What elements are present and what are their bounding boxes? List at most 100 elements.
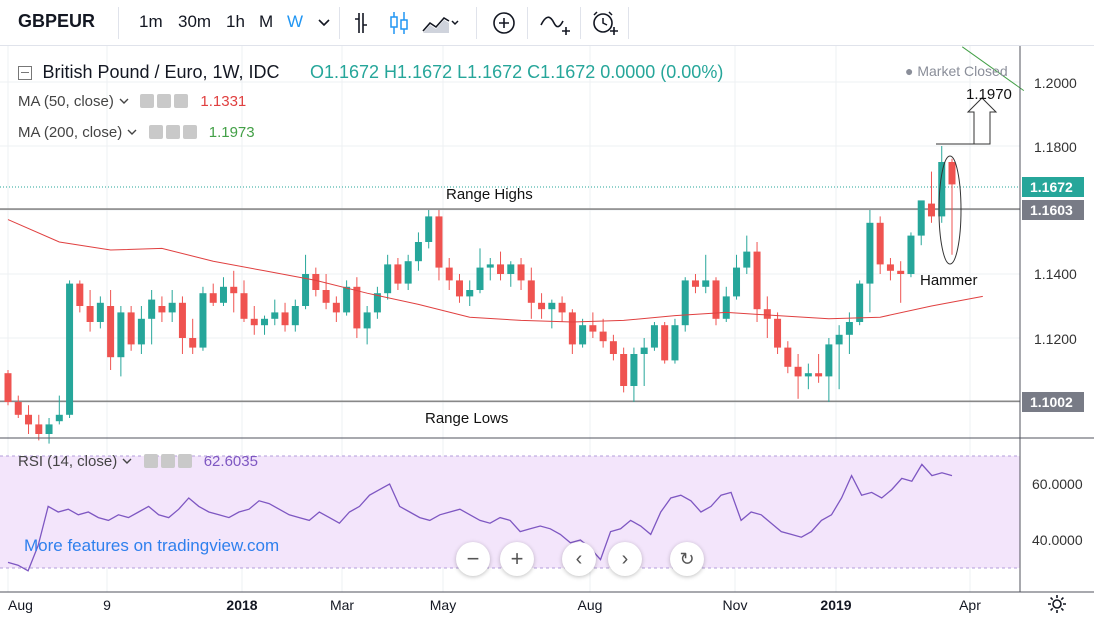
toolbar-separator	[476, 7, 477, 39]
rsi-legend: RSI (14, close) 62.6035	[18, 453, 258, 470]
candle-body	[661, 325, 669, 361]
chart-title: British Pound / Euro, 1W, IDC	[42, 62, 280, 82]
candle-body	[897, 270, 905, 274]
candle-body	[435, 216, 443, 268]
indicators-icon[interactable]	[538, 9, 574, 37]
gear-icon[interactable]	[165, 125, 180, 139]
settings-gear-icon[interactable]	[1046, 593, 1068, 615]
candle-body	[527, 280, 535, 303]
candle-body	[117, 312, 125, 358]
hammer-ellipse	[938, 155, 962, 265]
chevron-down-icon[interactable]	[118, 96, 130, 106]
range-lows-label: Range Lows	[425, 410, 509, 427]
gear-icon[interactable]	[160, 454, 175, 468]
candle-body	[794, 366, 802, 377]
time-tick: Mar	[330, 597, 354, 613]
candle-body	[363, 312, 371, 329]
ma200-label[interactable]: MA (200, close)	[18, 124, 123, 141]
chevron-down-icon[interactable]	[126, 127, 138, 137]
area-chart-style-icon[interactable]	[420, 9, 460, 37]
candle-body	[466, 290, 474, 297]
candle-body	[76, 283, 84, 306]
reset-chart-button[interactable]: ↻	[670, 542, 704, 576]
price-tick: 1.1800	[1034, 139, 1077, 155]
chevron-down-icon[interactable]	[314, 9, 334, 37]
candle-body	[886, 264, 894, 271]
scroll-right-button[interactable]: ›	[608, 542, 642, 576]
time-tick: Nov	[723, 597, 748, 613]
candle-body	[261, 318, 269, 326]
ma50-line	[7, 219, 983, 323]
interval-m[interactable]: M	[259, 12, 274, 31]
candle-body	[538, 302, 546, 310]
candle-body	[609, 341, 617, 354]
collapse-legend-icon[interactable]	[18, 66, 32, 80]
candle-body	[199, 293, 207, 348]
candles-style-icon[interactable]	[385, 9, 415, 37]
candle-body	[425, 216, 433, 242]
toolbar-separator	[580, 7, 581, 39]
moving-averages	[7, 46, 1025, 323]
candle-body	[250, 318, 258, 326]
interval-w[interactable]: W	[287, 12, 304, 31]
symbol-search[interactable]: GBPEUR	[18, 11, 96, 31]
eye-icon[interactable]	[148, 125, 163, 139]
minus-icon: −	[466, 546, 480, 571]
ma50-label[interactable]: MA (50, close)	[18, 93, 114, 110]
candle-body	[589, 325, 597, 332]
more-features-link[interactable]: More features on tradingview.com	[24, 536, 280, 555]
candle-body	[774, 318, 782, 348]
rsi-tick: 60.0000	[1032, 476, 1083, 492]
candle-body	[66, 283, 74, 415]
candle-body	[804, 373, 812, 377]
close-icon[interactable]	[174, 94, 189, 108]
add-compare-icon[interactable]	[490, 9, 520, 37]
candle-body	[743, 251, 751, 268]
eye-icon[interactable]	[143, 454, 158, 468]
candle-body	[158, 306, 166, 313]
candle-body	[312, 274, 320, 290]
range-lines	[0, 186, 1020, 403]
candle-body	[548, 302, 556, 310]
toolbar-separator	[118, 7, 119, 39]
candle-body	[455, 280, 463, 297]
candle-body	[332, 302, 340, 313]
candle-body	[856, 283, 864, 322]
candle-body	[25, 414, 33, 425]
interval-1m[interactable]: 1m	[139, 12, 163, 31]
candle-body	[497, 264, 505, 274]
interval-1h[interactable]: 1h	[226, 12, 245, 31]
candle-body	[168, 302, 176, 313]
time-tick: Apr	[959, 597, 981, 613]
eye-icon[interactable]	[140, 94, 155, 108]
candle-body	[681, 280, 689, 326]
chevron-right-icon: ›	[621, 548, 629, 570]
candle-body	[917, 200, 925, 236]
candle-body	[866, 222, 874, 284]
candle-body	[579, 325, 587, 345]
ohlc-values: O1.1672 H1.1672 L1.1672 C1.1672 0.0000 (…	[310, 62, 724, 82]
close-icon[interactable]	[182, 125, 197, 139]
candle-body	[712, 280, 720, 319]
interval-30m[interactable]: 30m	[178, 12, 212, 31]
candle-body	[733, 267, 741, 297]
candle-body	[753, 251, 761, 310]
target-label: 1.1970	[966, 86, 1012, 103]
annotation-shapes	[936, 97, 998, 265]
close-icon[interactable]	[177, 454, 192, 468]
ma200-value: 1.1973	[208, 124, 255, 141]
alert-clock-icon[interactable]	[588, 9, 622, 37]
zoom-in-button[interactable]: +	[500, 542, 534, 576]
toolbar-separator	[527, 7, 528, 39]
gear-icon[interactable]	[157, 94, 172, 108]
bar-chart-style-icon[interactable]	[350, 9, 380, 37]
candle-body	[691, 280, 699, 287]
candle-body	[486, 264, 494, 268]
chevron-down-icon[interactable]	[121, 456, 133, 466]
candle-body	[45, 424, 53, 434]
zoom-out-button[interactable]: −	[456, 542, 490, 576]
candle-body	[835, 334, 843, 345]
rsi-label[interactable]: RSI (14, close)	[18, 453, 118, 470]
candle-body	[907, 235, 915, 274]
scroll-left-button[interactable]: ‹	[562, 542, 596, 576]
